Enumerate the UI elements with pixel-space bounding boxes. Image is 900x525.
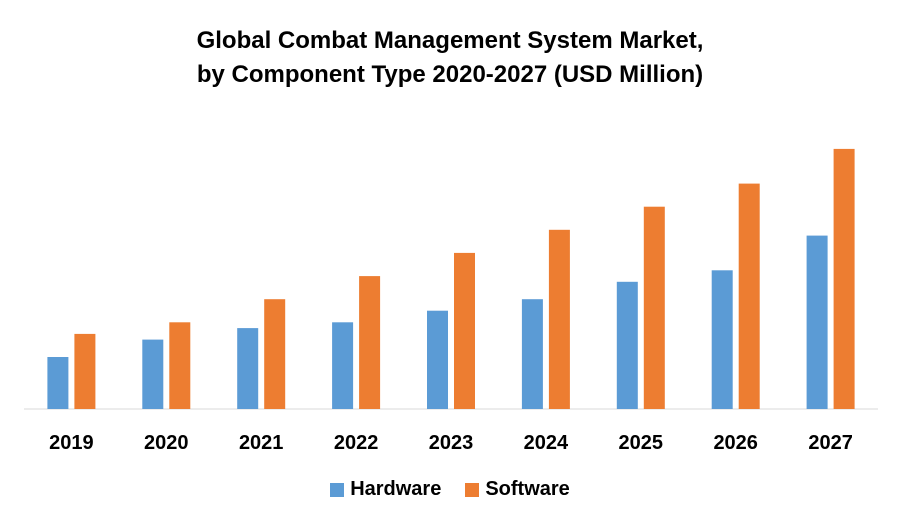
- bar-hardware-2022: [332, 322, 354, 409]
- bar-software-2021: [264, 299, 286, 409]
- legend-label-software: Software: [485, 478, 570, 500]
- x-tick-label-2023: 2023: [429, 432, 474, 454]
- x-tick-label-2019: 2019: [49, 432, 94, 454]
- x-tick-label-2027: 2027: [808, 432, 853, 454]
- bar-hardware-2020: [142, 339, 164, 409]
- bars-group: [47, 148, 855, 409]
- x-tick-label-2021: 2021: [239, 432, 284, 454]
- legend: Hardware Software: [0, 478, 900, 501]
- chart-title: Global Combat Management System Market, …: [0, 24, 900, 92]
- bar-hardware-2025: [616, 281, 638, 409]
- bar-hardware-2019: [47, 357, 69, 409]
- x-tick-label-2026: 2026: [713, 432, 758, 454]
- x-tick-label-2024: 2024: [524, 432, 569, 454]
- bar-hardware-2021: [237, 328, 259, 409]
- bar-software-2024: [548, 229, 570, 409]
- bar-software-2027: [833, 148, 855, 409]
- x-tick-label-2025: 2025: [619, 432, 664, 454]
- chart-title-line1: Global Combat Management System Market,: [196, 27, 704, 54]
- legend-label-hardware: Hardware: [350, 478, 442, 500]
- bar-software-2022: [359, 276, 381, 409]
- x-tick-label-2022: 2022: [334, 432, 379, 454]
- x-tick-label-2020: 2020: [144, 432, 189, 454]
- bar-hardware-2023: [427, 310, 448, 409]
- bar-software-2023: [454, 252, 475, 409]
- legend-swatch-hardware: [330, 482, 345, 497]
- bar-software-2026: [738, 183, 760, 409]
- bar-software-2020: [169, 322, 191, 409]
- bar-software-2025: [643, 206, 665, 409]
- bar-software-2019: [74, 333, 96, 409]
- bar-hardware-2026: [711, 270, 733, 409]
- legend-swatch-software: [465, 482, 480, 497]
- legend-item-software: Software: [465, 478, 570, 501]
- x-tick-labels: 2019 2020 2021 2022 2023 2024 2025 2026 2027: [49, 432, 853, 454]
- legend-item-hardware: Hardware: [330, 478, 441, 501]
- chart-title-line2: by Component Type 2020-2027 (USD Million…: [196, 61, 704, 88]
- bar-hardware-2027: [806, 235, 828, 409]
- bar-hardware-2024: [521, 299, 543, 409]
